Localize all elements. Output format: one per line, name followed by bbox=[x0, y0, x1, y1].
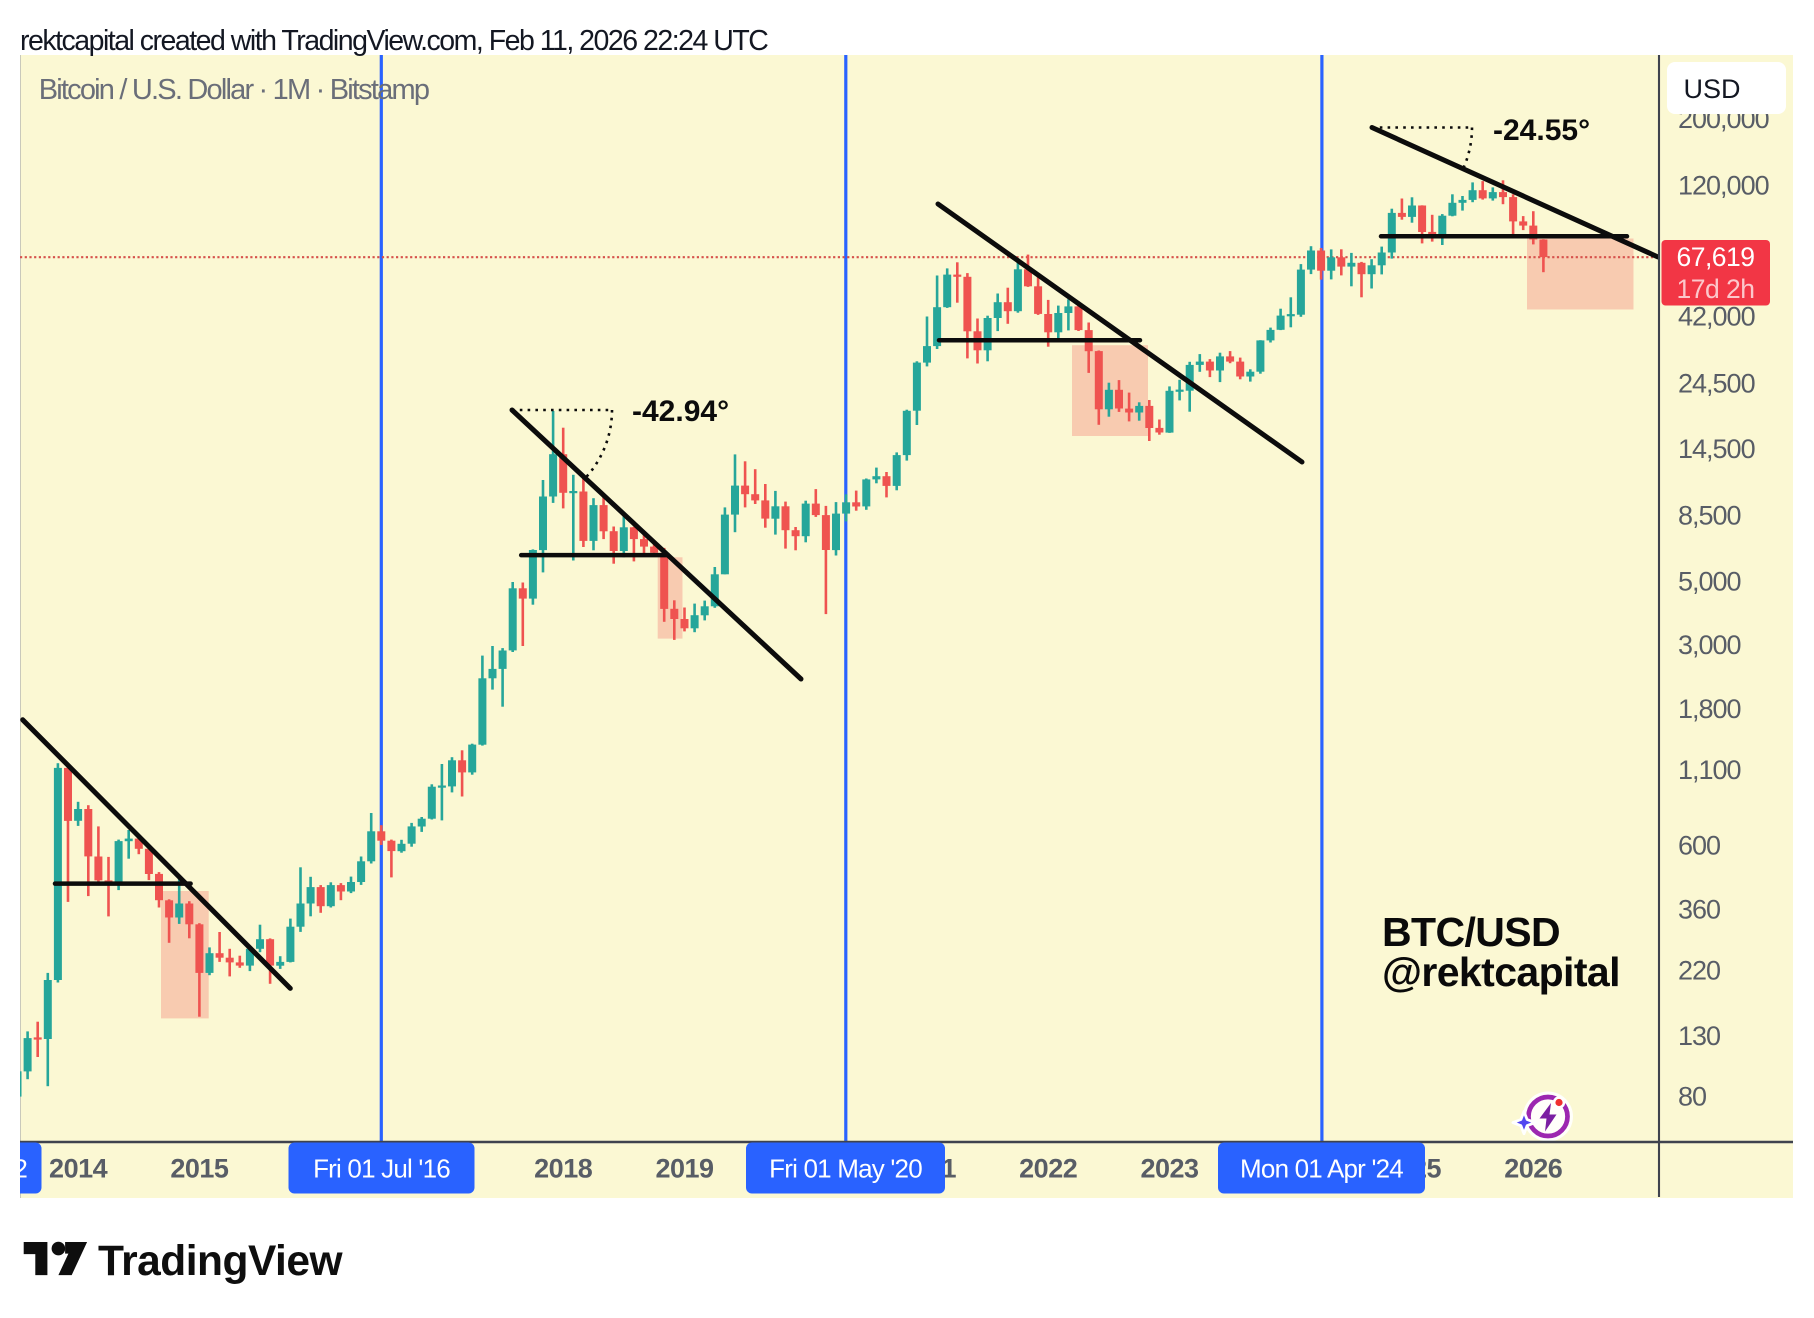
svg-text:42,000: 42,000 bbox=[1678, 302, 1755, 332]
svg-text:2019: 2019 bbox=[655, 1154, 714, 1184]
svg-text:2015: 2015 bbox=[170, 1154, 229, 1184]
svg-text:Bitcoin / U.S. Dollar · 1M · B: Bitcoin / U.S. Dollar · 1M · Bitstamp bbox=[39, 74, 429, 106]
svg-text:2023: 2023 bbox=[1140, 1154, 1199, 1184]
svg-text:@rektcapital: @rektcapital bbox=[1382, 949, 1620, 995]
svg-text:TradingView: TradingView bbox=[98, 1238, 344, 1285]
svg-text:360: 360 bbox=[1678, 894, 1720, 924]
svg-text:Wed 28 Nov '12: Wed 28 Nov '12 bbox=[0, 1154, 27, 1184]
svg-text:1,100: 1,100 bbox=[1678, 755, 1741, 785]
svg-text:Mon 01 Apr '24: Mon 01 Apr '24 bbox=[1240, 1154, 1403, 1184]
svg-text:600: 600 bbox=[1678, 831, 1720, 861]
svg-text:3,000: 3,000 bbox=[1678, 630, 1741, 660]
svg-text:220: 220 bbox=[1678, 956, 1720, 986]
svg-text:8,500: 8,500 bbox=[1678, 500, 1741, 530]
svg-text:5,000: 5,000 bbox=[1678, 567, 1741, 597]
svg-text:67,619: 67,619 bbox=[1676, 242, 1754, 272]
svg-text:24,500: 24,500 bbox=[1678, 369, 1755, 399]
svg-text:-24.55°: -24.55° bbox=[1493, 114, 1590, 147]
svg-text:80: 80 bbox=[1678, 1082, 1706, 1112]
svg-text:-42.94°: -42.94° bbox=[632, 395, 729, 428]
svg-text:USD: USD bbox=[1683, 74, 1740, 104]
svg-text:2014: 2014 bbox=[49, 1154, 108, 1184]
svg-text:14,500: 14,500 bbox=[1678, 434, 1755, 464]
svg-text:17d 2h: 17d 2h bbox=[1676, 274, 1754, 304]
svg-text:2022: 2022 bbox=[1019, 1154, 1077, 1184]
svg-text:2018: 2018 bbox=[534, 1154, 593, 1184]
svg-text:Fri 01 Jul '16: Fri 01 Jul '16 bbox=[313, 1154, 450, 1184]
svg-text:130: 130 bbox=[1678, 1021, 1720, 1051]
svg-text:Fri 01 May '20: Fri 01 May '20 bbox=[769, 1154, 922, 1184]
svg-text:BTC/USD: BTC/USD bbox=[1382, 909, 1560, 955]
svg-text:1,800: 1,800 bbox=[1678, 694, 1741, 724]
svg-text:2026: 2026 bbox=[1504, 1154, 1563, 1184]
svg-text:rektcapital created with Tradi: rektcapital created with TradingView.com… bbox=[20, 25, 768, 57]
svg-text:120,000: 120,000 bbox=[1678, 171, 1769, 201]
